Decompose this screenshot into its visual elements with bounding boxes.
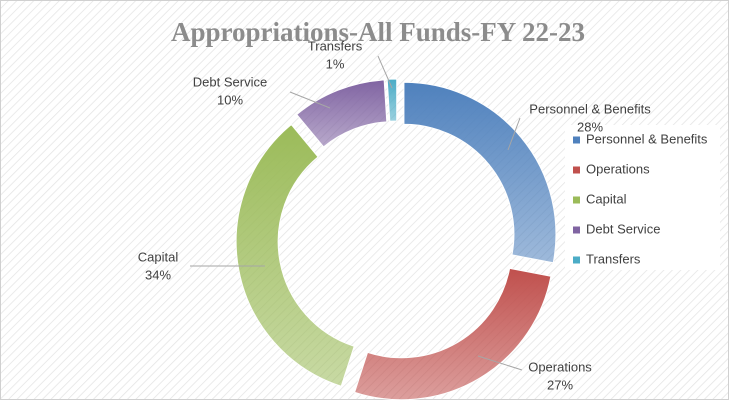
donut-segment [353,267,552,401]
legend-label: Debt Service [586,221,660,236]
legend-label: Transfers [586,251,641,266]
donut-segment [403,81,557,264]
donut-segment [235,123,355,387]
leader-line [377,55,393,89]
data-label-value: 27% [547,377,573,392]
leader-line [477,355,523,371]
legend-label: Operations [586,161,650,176]
legend-swatch [573,166,580,174]
data-label-name: Operations [528,359,592,374]
data-label-value: 28% [577,119,603,134]
legend-box [565,125,720,270]
data-label-name: Transfers [308,38,363,53]
legend-swatch [573,196,580,204]
legend-swatch [573,136,580,144]
legend-swatch [573,226,580,234]
data-label-value: 10% [217,92,243,107]
data-label-value: 34% [145,267,171,282]
leader-line [507,117,521,151]
data-label-name: Personnel & Benefits [529,101,651,116]
legend-label: Capital [586,191,627,206]
data-label-value: 1% [326,56,345,71]
legend-swatch [573,256,580,264]
donut-segment [386,78,398,122]
legend-label: Personnel & Benefits [586,131,708,146]
leader-line [289,91,331,109]
data-label-name: Capital [138,249,179,264]
chart-title: Appropriations-All Funds-FY 22-23 [171,17,585,47]
data-label-name: Debt Service [193,74,267,89]
donut-segment [296,79,388,148]
